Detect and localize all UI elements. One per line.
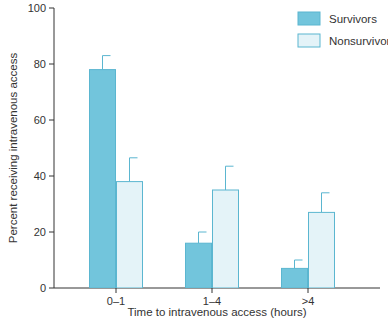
y-tick-label: 0: [40, 282, 46, 294]
y-tick-label: 60: [34, 114, 46, 126]
legend-label: Survivors: [329, 13, 377, 25]
y-tick-label: 40: [34, 170, 46, 182]
error-bar: [103, 56, 111, 70]
error-line: [294, 260, 295, 268]
legend-swatch: [298, 34, 320, 47]
error-line: [198, 232, 199, 243]
y-tick: [49, 232, 54, 233]
y-tick: [49, 120, 54, 121]
bar: [213, 190, 239, 288]
chart-container: 0204060801000–11–4>4Time to intravenous …: [0, 0, 388, 323]
y-axis: [54, 8, 55, 288]
error-bar: [322, 193, 330, 213]
legend-label: Nonsurvivors: [329, 35, 388, 47]
y-tick: [49, 8, 54, 9]
y-tick: [49, 64, 54, 65]
bar: [90, 70, 116, 288]
error-bar: [130, 158, 138, 182]
x-axis-label: Time to intravenous access (hours): [127, 306, 306, 318]
error-cap: [322, 192, 330, 193]
y-axis-label: Percent receiving intravenous access: [7, 53, 19, 244]
error-cap: [199, 232, 207, 233]
error-cap: [226, 166, 234, 167]
x-tick: [212, 288, 213, 293]
y-tick: [49, 176, 54, 177]
y-tick: [49, 288, 54, 289]
error-cap: [103, 55, 111, 56]
error-cap: [130, 157, 138, 158]
y-tick-label: 100: [28, 2, 46, 14]
x-tick: [116, 288, 117, 293]
error-line: [225, 166, 226, 190]
bar: [186, 243, 212, 288]
y-tick-label: 80: [34, 58, 46, 70]
legend: Survivors Nonsurvivors: [298, 12, 388, 47]
chart-svg: 0204060801000–11–4>4Time to intravenous …: [0, 0, 388, 323]
x-tick: [308, 288, 309, 293]
error-line: [321, 193, 322, 213]
x-tick-label: 0–1: [107, 295, 125, 307]
error-bar: [295, 260, 303, 268]
bar: [309, 212, 335, 288]
bar: [282, 268, 308, 288]
error-line: [129, 158, 130, 182]
y-tick-label: 20: [34, 226, 46, 238]
error-bar: [226, 166, 234, 190]
error-cap: [295, 260, 303, 261]
error-line: [102, 56, 103, 70]
bars: [90, 56, 335, 288]
legend-swatch: [298, 12, 320, 25]
bar: [117, 182, 143, 288]
error-bar: [199, 232, 207, 243]
